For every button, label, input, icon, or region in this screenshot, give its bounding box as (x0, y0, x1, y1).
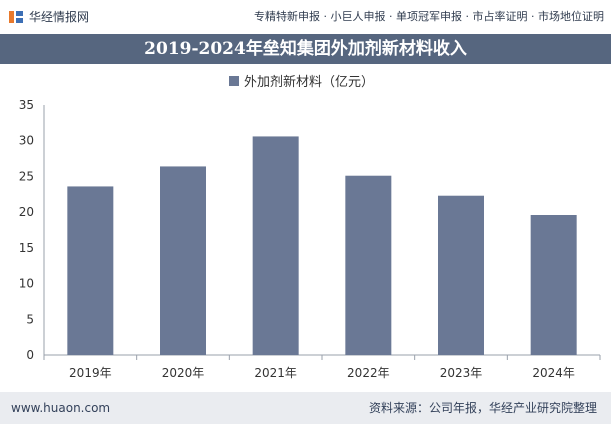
service-tagline: 专精特新申报 · 小巨人申报 · 单项冠军申报 · 市占率证明 · 市场地位证明 (254, 10, 604, 23)
title-bar: 2019-2024年垒知集团外加剂新材料收入 (0, 34, 611, 64)
bar-2 (252, 136, 299, 355)
bar-5 (530, 215, 577, 355)
y-tick-label: 35 (19, 98, 34, 112)
site-url[interactable]: www.huaon.com (11, 401, 111, 415)
bar-1 (160, 166, 206, 355)
huajing-logo-icon (9, 11, 23, 23)
x-tick-label: 2024年 (532, 366, 575, 380)
y-tick-label: 5 (26, 312, 34, 326)
header: 华经情报网 专精特新申报 · 小巨人申报 · 单项冠军申报 · 市占率证明 · … (0, 0, 611, 34)
legend-swatch (229, 76, 239, 86)
y-tick-label: 30 (19, 134, 34, 148)
y-tick-label: 15 (19, 241, 34, 255)
bar-chart: 0 5 10 15 20 25 30 35 2019年 2020年 2021年 2022年 2023年 2… (19, 74, 601, 380)
legend-label: 外加剂新材料（亿元） (244, 74, 374, 90)
x-tick-label: 2019年 (69, 366, 112, 380)
x-tick-label: 2023年 (440, 366, 483, 380)
brand-name: 华经情报网 (29, 10, 90, 24)
y-tick-label: 25 (19, 169, 34, 183)
y-tick-label: 20 (19, 205, 34, 219)
y-tick-label: 10 (19, 277, 34, 291)
x-tick-label: 2021年 (254, 366, 297, 380)
x-tick-label: 2022年 (347, 366, 390, 380)
x-tick-label: 2020年 (162, 366, 205, 380)
y-tick-label: 0 (26, 348, 34, 362)
bar-0 (67, 186, 114, 355)
chart-title: 2019-2024年垒知集团外加剂新材料收入 (144, 39, 467, 59)
bar-4 (438, 195, 484, 355)
data-source: 资料来源：公司年报，华经产业研究院整理 (368, 401, 597, 415)
bar-3 (345, 175, 392, 355)
footer: www.huaon.com 资料来源：公司年报，华经产业研究院整理 (0, 392, 611, 424)
